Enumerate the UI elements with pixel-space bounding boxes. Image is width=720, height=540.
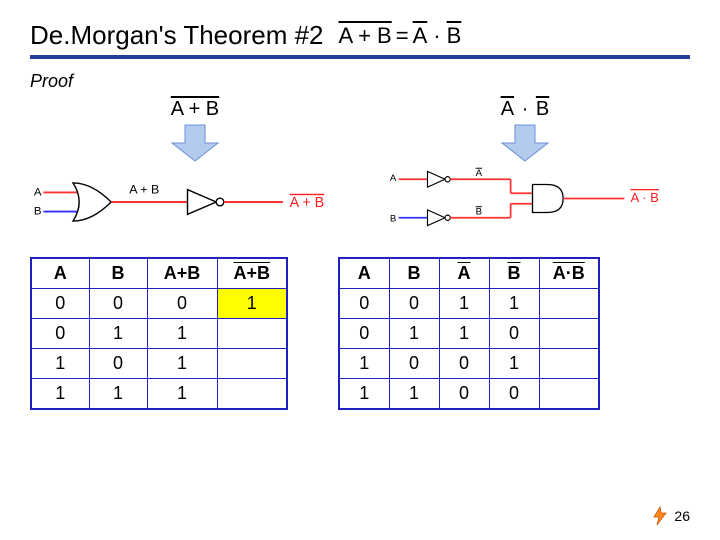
table-cell: 0 bbox=[389, 349, 439, 379]
table-cell: 1 bbox=[339, 379, 389, 410]
table-cell: 1 bbox=[339, 349, 389, 379]
table-header: A+B bbox=[147, 258, 217, 289]
circuit-mid-label: A + B bbox=[129, 182, 159, 196]
table-cell: 1 bbox=[439, 289, 489, 319]
expr-right: A · B bbox=[501, 98, 549, 121]
table-cell: 0 bbox=[31, 289, 89, 319]
table-cell: 0 bbox=[489, 379, 539, 410]
table-cell: 0 bbox=[31, 319, 89, 349]
table-row: 101 bbox=[31, 349, 287, 379]
circuit-out-label: A · B bbox=[631, 190, 660, 205]
table-row: 0110 bbox=[339, 319, 599, 349]
circuit-mid-a: A bbox=[476, 168, 483, 179]
table-header: A·B bbox=[539, 258, 599, 289]
table-row: 0011 bbox=[339, 289, 599, 319]
table-cell: 0 bbox=[439, 349, 489, 379]
arrow-down-icon bbox=[170, 123, 220, 163]
table-cell: 0 bbox=[489, 319, 539, 349]
table-cell bbox=[539, 289, 599, 319]
table-cell: 1 bbox=[147, 349, 217, 379]
table-header: A+B bbox=[217, 258, 287, 289]
table-cell bbox=[217, 379, 287, 410]
table-row: 1100 bbox=[339, 379, 599, 410]
table-cell bbox=[539, 349, 599, 379]
truth-table-left: ABA+BA+B 0001011101111 bbox=[30, 257, 288, 410]
table-row: 0001 bbox=[31, 289, 287, 319]
page-title: De.Morgan's Theorem #2 bbox=[30, 20, 324, 51]
expr-left: A + B bbox=[171, 98, 219, 121]
table-cell: 1 bbox=[439, 319, 489, 349]
table-cell bbox=[539, 379, 599, 410]
table-header: B bbox=[389, 258, 439, 289]
circuit-in-a: A bbox=[390, 173, 397, 184]
page-number: 26 bbox=[650, 506, 690, 526]
circuit-in-b: B bbox=[390, 213, 396, 224]
table-cell: 0 bbox=[147, 289, 217, 319]
table-header: A bbox=[439, 258, 489, 289]
circuit-in-a: A bbox=[34, 186, 42, 198]
table-cell: 1 bbox=[489, 349, 539, 379]
arrow-down-icon bbox=[500, 123, 550, 163]
table-cell: 1 bbox=[89, 319, 147, 349]
circuit-or-not: A B A + B A + B bbox=[30, 167, 345, 237]
table-header: A bbox=[31, 258, 89, 289]
table-cell: 1 bbox=[147, 319, 217, 349]
table-cell: 0 bbox=[389, 289, 439, 319]
table-row: 011 bbox=[31, 319, 287, 349]
table-cell bbox=[217, 319, 287, 349]
table-cell: 1 bbox=[389, 319, 439, 349]
table-cell: 0 bbox=[339, 319, 389, 349]
table-cell bbox=[539, 319, 599, 349]
table-cell bbox=[217, 349, 287, 379]
circuit-in-b: B bbox=[34, 205, 42, 217]
table-cell: 0 bbox=[89, 289, 147, 319]
table-cell: 1 bbox=[389, 379, 439, 410]
table-header: B bbox=[489, 258, 539, 289]
table-cell: 0 bbox=[339, 289, 389, 319]
table-cell: 0 bbox=[89, 349, 147, 379]
table-cell: 1 bbox=[147, 379, 217, 410]
table-row: 111 bbox=[31, 379, 287, 410]
table-cell: 1 bbox=[31, 349, 89, 379]
table-cell: 1 bbox=[89, 379, 147, 410]
truth-table-right: ABABA·B 0011011010011100 bbox=[338, 257, 600, 410]
circuit-not-and: A A B B A · B bbox=[375, 167, 690, 237]
table-cell: 1 bbox=[489, 289, 539, 319]
table-cell: 1 bbox=[217, 289, 287, 319]
circuit-out-label: A + B bbox=[290, 195, 325, 211]
table-cell: 0 bbox=[439, 379, 489, 410]
table-row: 1001 bbox=[339, 349, 599, 379]
table-header: B bbox=[89, 258, 147, 289]
title-underline bbox=[30, 55, 690, 59]
table-header: A bbox=[339, 258, 389, 289]
proof-label: Proof bbox=[30, 71, 690, 92]
title-formula: A + B = A · B bbox=[339, 23, 462, 49]
circuit-mid-b: B bbox=[476, 206, 482, 217]
table-cell: 1 bbox=[31, 379, 89, 410]
lightning-icon bbox=[650, 506, 670, 526]
